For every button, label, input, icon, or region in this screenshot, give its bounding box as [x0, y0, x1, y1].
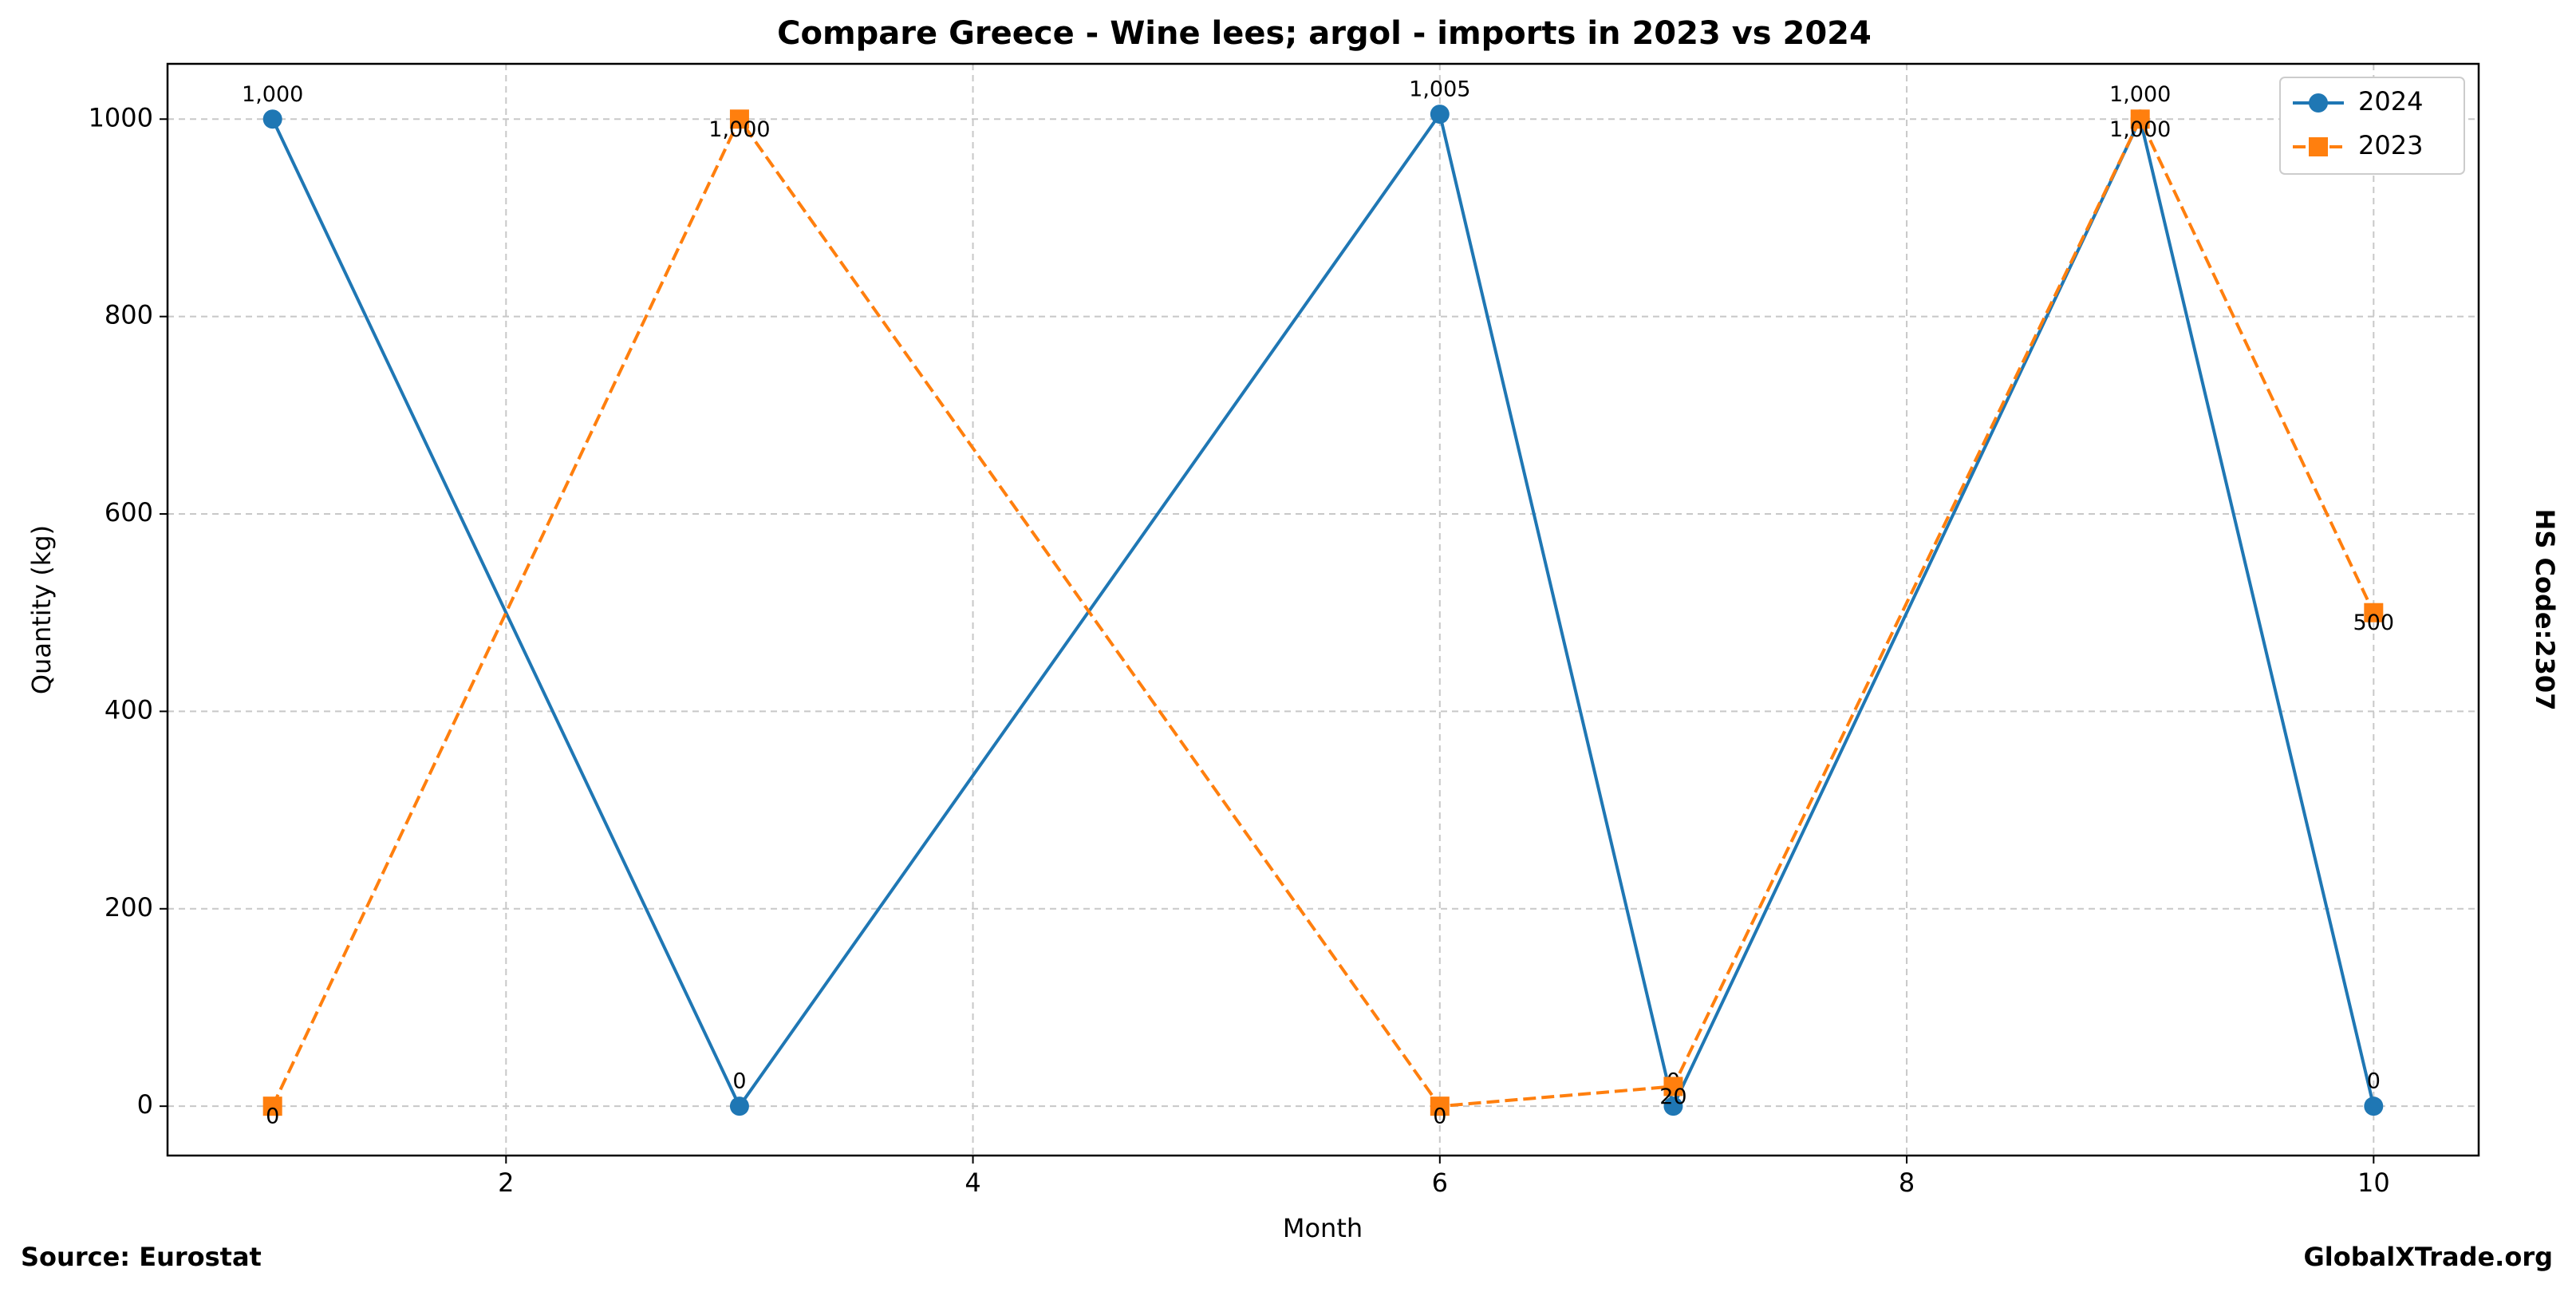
series-line: [270, 115, 2376, 1108]
data-point: [1430, 1096, 1450, 1116]
y-tick-label: 800: [105, 300, 153, 330]
y-tick-label: 1000: [89, 102, 153, 132]
data-label: 1,005: [1409, 77, 1470, 102]
data-label: 1,000: [2109, 82, 2171, 107]
data-label: 0: [1433, 1104, 1446, 1129]
side-note: HS Code:2307: [2530, 509, 2560, 711]
legend-marker: [2309, 137, 2328, 156]
data-point: [1430, 105, 1450, 124]
plot-frame: [166, 62, 2480, 1157]
brand: GlobalXTrade.org: [2304, 1242, 2553, 1272]
data-label: 0: [2367, 1069, 2381, 1094]
data-label: 0: [732, 1069, 746, 1094]
chart-title: Compare Greece - Wine lees; argol - impo…: [777, 15, 1872, 52]
y-tick-label: 0: [137, 1089, 153, 1120]
data-point: [2364, 1096, 2384, 1116]
x-tick-label: 4: [965, 1168, 980, 1198]
data-point: [2364, 603, 2384, 622]
data-label: 1,000: [2109, 117, 2171, 142]
data-label: 20: [1659, 1085, 1686, 1109]
x-tick-label: 2: [498, 1168, 514, 1198]
legend-marker: [2309, 93, 2328, 113]
y-tick-label: 200: [105, 892, 153, 923]
x-tick-label: 6: [1432, 1168, 1448, 1198]
data-point: [262, 1096, 282, 1116]
data-point: [1663, 1077, 1683, 1096]
data-point: [729, 1096, 749, 1116]
x-tick-label: 10: [2357, 1168, 2390, 1198]
series-line: [270, 110, 2376, 1112]
x-axis-label: Month: [1283, 1213, 1363, 1243]
x-tick-label: 8: [1899, 1168, 1915, 1198]
y-axis-label: Quantity (kg): [26, 525, 57, 694]
y-tick-label: 600: [105, 497, 153, 527]
data-point: [2130, 109, 2150, 129]
data-label: 1,000: [708, 117, 770, 142]
data-label: 500: [2353, 610, 2395, 635]
source: Source: Eurostat: [21, 1242, 262, 1272]
legend-label: 2024: [2358, 86, 2423, 117]
y-tick-label: 400: [105, 694, 153, 725]
data-point: [1663, 1096, 1683, 1116]
data-label: 1,000: [242, 82, 303, 107]
data-label: 0: [266, 1104, 279, 1129]
data-point: [729, 109, 749, 129]
data-point: [262, 109, 282, 129]
legend-label: 2023: [2358, 130, 2423, 160]
